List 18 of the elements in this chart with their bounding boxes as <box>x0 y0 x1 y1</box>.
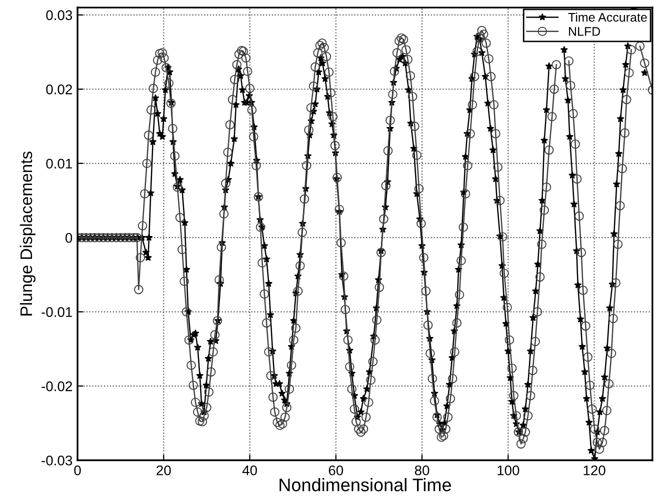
x-tick-label: 20 <box>156 465 171 476</box>
x-tick-label: 120 <box>584 465 606 476</box>
legend-label: Time Accurate <box>568 12 647 22</box>
y-tick-label: 0.01 <box>46 158 72 169</box>
x-tick-label: 100 <box>498 465 520 476</box>
x-tick-label: 80 <box>414 465 430 476</box>
y-tick-label: 0.03 <box>46 10 72 20</box>
y-tick-label: 0 <box>65 232 72 243</box>
x-axis-title: Nondimensional Time <box>280 478 451 492</box>
x-tick-label: 40 <box>242 465 257 476</box>
legend-label: NLFD <box>569 27 600 36</box>
y-axis-title: Plunge Displacements <box>20 152 36 316</box>
x-tick-label: 60 <box>328 465 344 476</box>
x-tick-label: 0 <box>74 465 81 476</box>
y-tick-label: 0.02 <box>46 84 72 94</box>
y-tick-label: -0.02 <box>42 381 72 392</box>
y-tick-label: -0.03 <box>42 456 72 466</box>
y-tick-label: -0.01 <box>42 307 72 317</box>
